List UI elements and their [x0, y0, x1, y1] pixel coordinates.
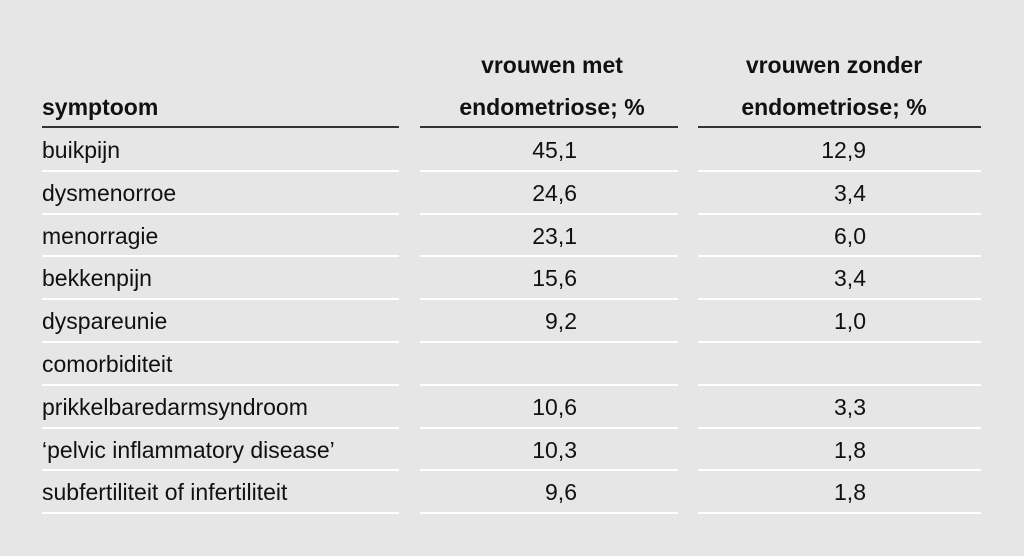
row-separator: [698, 469, 981, 471]
row-separator: [42, 298, 399, 300]
row-separator: [42, 255, 399, 257]
row-separator: [42, 427, 399, 429]
row-label: menorragie: [42, 222, 159, 249]
cell-value: 12,9: [821, 137, 866, 163]
header-rule: [42, 126, 399, 128]
row-separator: [698, 255, 981, 257]
row-label: dysmenorroe: [42, 179, 177, 206]
row-label: comorbiditeit: [42, 351, 173, 377]
row-separator: [420, 170, 678, 172]
cell-value: 1,8: [834, 436, 866, 463]
row-separator: [698, 512, 981, 514]
cell-value: 1,8: [834, 479, 866, 506]
header-rule: [420, 126, 678, 128]
row-label: buikpijn: [42, 137, 120, 163]
row-separator: [42, 213, 399, 215]
row-label: bekkenpijn: [42, 265, 152, 292]
row-separator: [42, 384, 399, 386]
column-header: symptoom: [42, 94, 159, 120]
row-separator: [698, 170, 981, 172]
row-separator: [420, 469, 678, 471]
row-separator: [420, 298, 678, 300]
row-separator: [42, 469, 399, 471]
cell-value: 6,0: [834, 222, 866, 249]
cell-value: 1,0: [834, 308, 866, 335]
row-label: prikkelbaredarmsyndroom: [42, 393, 308, 420]
row-separator: [42, 170, 399, 172]
row-separator: [420, 255, 678, 257]
cell-value: 9,6: [545, 479, 577, 506]
row-label: subfertiliteit of infertiliteit: [42, 479, 288, 506]
row-label: dyspareunie: [42, 308, 168, 335]
cell-value: 23,1: [532, 222, 577, 249]
cell-value: 15,6: [532, 265, 577, 292]
row-separator: [42, 341, 399, 343]
row-separator: [42, 512, 399, 514]
row-separator: [420, 213, 678, 215]
row-separator: [698, 298, 981, 300]
cell-value: 9,2: [545, 308, 577, 335]
cell-value: 24,6: [532, 179, 577, 206]
cell-value: 3,4: [834, 179, 866, 206]
cell-value: 10,6: [532, 393, 577, 420]
column-header: endometriose; %: [459, 94, 645, 120]
row-separator: [420, 384, 678, 386]
row-separator: [420, 512, 678, 514]
column-header: endometriose; %: [741, 94, 927, 120]
row-separator: [698, 341, 981, 343]
column-header: vrouwen met: [481, 52, 623, 78]
row-separator: [698, 384, 981, 386]
cell-value: 3,3: [834, 393, 866, 420]
header-rule: [698, 126, 981, 128]
cell-value: 3,4: [834, 265, 866, 292]
row-label: ‘pelvic inflammatory disease’: [42, 436, 335, 463]
row-separator: [698, 427, 981, 429]
row-separator: [698, 213, 981, 215]
cell-value: 45,1: [532, 137, 577, 163]
row-separator: [420, 341, 678, 343]
column-header: vrouwen zonder: [745, 52, 923, 78]
row-separator: [420, 427, 678, 429]
cell-value: 10,3: [532, 436, 577, 463]
